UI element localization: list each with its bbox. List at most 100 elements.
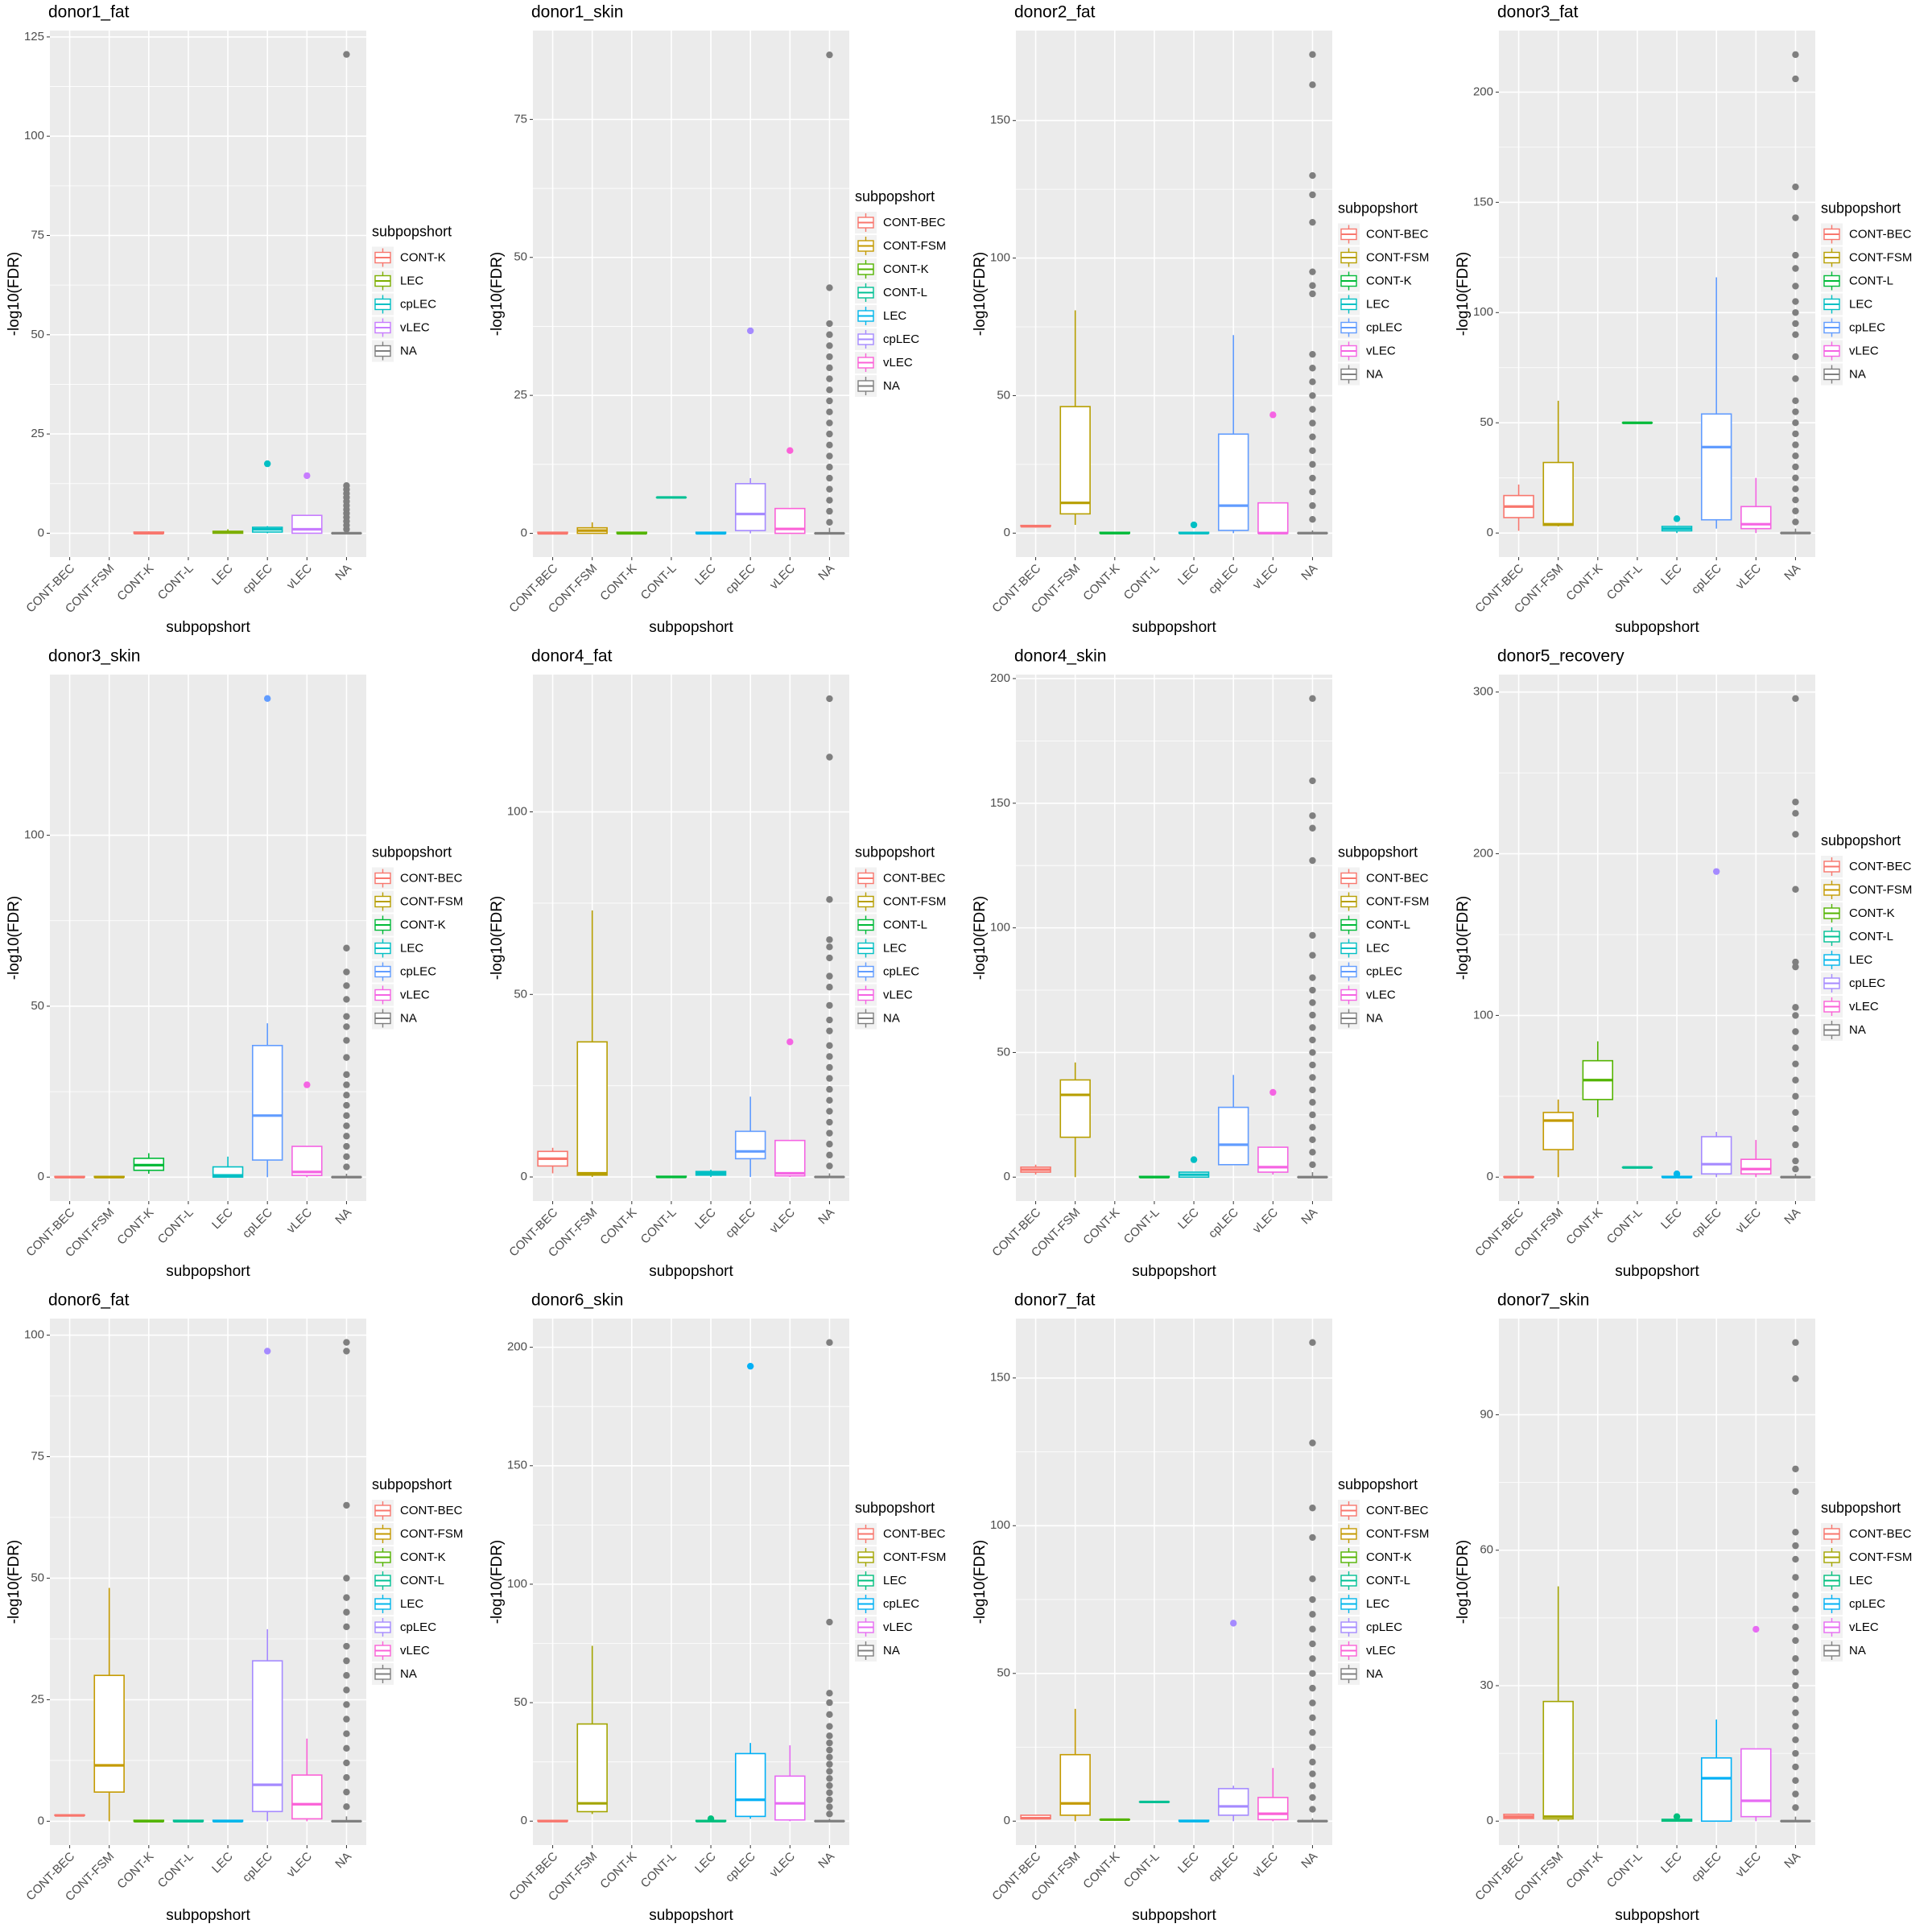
outlier: [1309, 290, 1316, 298]
outlier: [1309, 931, 1316, 939]
legend-label: CONT-L: [883, 918, 927, 931]
box: [734, 1752, 766, 1818]
y-tick-label: 75: [31, 1449, 44, 1463]
outlier: [1309, 952, 1316, 959]
legend-title: subpopshort: [372, 844, 452, 860]
panel: donor3_fat 0 50 100 150 200 CONT-BEC CONT-FSM CO…: [1455, 3, 1912, 636]
x-tick-label: CONT-L: [1121, 1850, 1162, 1891]
outlier: [1309, 1049, 1316, 1056]
x-tick-label: vLEC: [284, 562, 315, 592]
outlier: [343, 1133, 350, 1140]
outlier: [1309, 1770, 1316, 1777]
outlier: [1792, 1375, 1799, 1382]
panel: donor3_skin050100CONT-BECCONT-FSMCONT-KC…: [6, 647, 463, 1280]
legend-title: subpopshort: [855, 1500, 935, 1516]
outlier: [343, 944, 350, 952]
outlier: [826, 896, 833, 903]
panel-title: donor7_skin: [1497, 1291, 1589, 1310]
outlier: [1309, 824, 1316, 832]
outlier: [1792, 1695, 1799, 1703]
plot-background: [533, 31, 849, 557]
box: [576, 1723, 608, 1813]
legend-title: subpopshort: [855, 188, 935, 204]
outlier: [1792, 1157, 1799, 1165]
x-tick-label: LEC: [1658, 1206, 1685, 1232]
box: [1059, 1753, 1091, 1816]
outlier: [1673, 1170, 1681, 1178]
outlier: [1792, 1637, 1799, 1645]
outlier: [826, 474, 833, 482]
outlier: [1792, 1736, 1799, 1744]
outlier: [826, 1781, 833, 1790]
y-tick-label: 50: [31, 328, 44, 341]
outlier: [1792, 1125, 1799, 1133]
outlier: [1309, 1086, 1316, 1094]
y-axis-title: -log10(FDR): [489, 252, 506, 336]
x-tick-label: CONT-L: [638, 562, 679, 603]
outlier: [1190, 1156, 1198, 1163]
legend-label: cpLEC: [1366, 320, 1402, 334]
outlier: [1792, 1655, 1799, 1662]
outlier: [826, 375, 833, 382]
legend-label: LEC: [883, 309, 906, 323]
outlier: [1792, 1529, 1799, 1536]
outlier: [1792, 1668, 1799, 1676]
x-axis-title: subpopshort: [166, 1907, 250, 1924]
outlier: [343, 1163, 350, 1170]
x-tick-label: NA: [1298, 562, 1320, 584]
outlier: [1309, 1655, 1316, 1662]
legend-label: vLEC: [883, 1620, 913, 1634]
outlier: [826, 386, 833, 394]
x-tick-label: vLEC: [767, 562, 798, 592]
outlier: [343, 1730, 350, 1737]
y-tick-label: 300: [1473, 685, 1493, 699]
outlier: [1309, 1074, 1316, 1081]
outlier: [826, 342, 833, 349]
outlier: [826, 984, 833, 991]
outlier: [1792, 1108, 1799, 1117]
legend-label: CONT-BEC: [400, 871, 463, 885]
outlier: [343, 1023, 350, 1030]
x-tick-label: LEC: [1658, 562, 1685, 588]
outlier: [826, 464, 833, 471]
x-tick-label: LEC: [1175, 1850, 1202, 1876]
outlier: [1309, 1061, 1316, 1069]
outlier: [1792, 320, 1799, 328]
y-tick-label: 50: [997, 1045, 1010, 1059]
legend-label: vLEC: [883, 988, 913, 1001]
y-tick-label: 75: [514, 112, 527, 126]
outlier: [826, 1162, 833, 1170]
outlier: [1309, 1699, 1316, 1707]
panel-title: donor4_skin: [1014, 647, 1106, 666]
outlier: [826, 1775, 833, 1782]
y-tick-label: 25: [514, 388, 527, 402]
outlier: [1309, 460, 1316, 469]
outlier: [826, 320, 833, 328]
x-tick-label: CONT-K: [114, 1850, 156, 1892]
x-tick-label: CONT-L: [638, 1850, 679, 1891]
outlier: [1309, 1161, 1316, 1168]
legend-label: CONT-FSM: [1849, 883, 1912, 897]
outlier: [1792, 452, 1799, 460]
y-tick-label: 50: [514, 250, 527, 264]
y-axis-title: -log10(FDR): [972, 1540, 989, 1624]
legend-label: vLEC: [1366, 1644, 1396, 1657]
legend-label: CONT-L: [1849, 274, 1893, 287]
outlier: [1792, 1749, 1799, 1757]
legend-label: NA: [1849, 1023, 1866, 1037]
outlier: [1792, 1623, 1799, 1631]
y-tick-label: 100: [990, 251, 1010, 265]
outlier: [1792, 75, 1799, 83]
y-tick-label: 150: [990, 114, 1010, 127]
y-axis-title: -log10(FDR): [6, 896, 23, 980]
outlier: [1792, 331, 1799, 338]
y-tick-label: 200: [1473, 85, 1493, 98]
outlier: [826, 1053, 833, 1060]
x-tick-label: LEC: [209, 1206, 236, 1232]
outlier: [1792, 1763, 1799, 1771]
legend-label: vLEC: [1366, 344, 1396, 357]
outlier: [826, 1690, 833, 1697]
outlier: [826, 507, 833, 515]
outlier: [1309, 433, 1316, 440]
